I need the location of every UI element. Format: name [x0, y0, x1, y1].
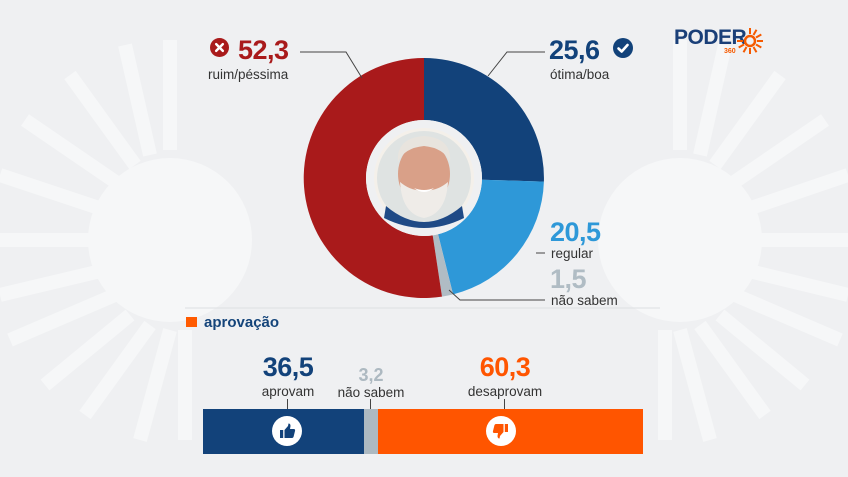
value-otima-boa: 25,6 — [549, 35, 600, 65]
bar-aprovam — [203, 409, 364, 454]
text-nao-sabem-donut: não sabem — [551, 293, 618, 308]
tick-desaprovam — [504, 399, 505, 409]
thumbs-up-icon — [272, 416, 302, 446]
value-ruim-pessima: 52,3 — [238, 35, 289, 65]
legend-swatch — [186, 317, 197, 327]
value-aprovam: 36,5 — [262, 352, 314, 382]
tick-aprovam — [287, 399, 288, 409]
text-otima-boa: ótima/boa — [550, 67, 610, 82]
value-nao-sabem-donut: 1,5 — [550, 264, 587, 294]
text-nao-sabem-bar: não sabem — [337, 385, 405, 400]
donut-segment-ruim-pessima — [303, 57, 442, 298]
value-nao-sabem-bar: 3,2 — [358, 365, 384, 385]
tick-nao-sabem — [370, 399, 371, 409]
sun-logo-icon — [737, 28, 763, 54]
x-circle-icon — [210, 38, 229, 57]
text-aprovam: aprovam — [261, 384, 315, 399]
brand-logo: PODER 360 — [674, 26, 764, 56]
legend-label: aprovação — [204, 314, 280, 331]
bar-desaprovam — [378, 409, 643, 454]
value-regular: 20,5 — [550, 217, 601, 247]
label-desaprovam: 60,3 desaprovam — [460, 354, 550, 399]
label-aprovam: 36,5 aprovam — [258, 354, 318, 399]
leader-line-otima-boa — [487, 51, 545, 77]
value-desaprovam: 60,3 — [479, 352, 531, 382]
portrait-photo — [377, 131, 471, 228]
donut-segment-nao-sabem — [432, 234, 454, 297]
brand-name: PODER — [674, 26, 747, 49]
donut-segment-regular — [438, 179, 544, 295]
check-circle-icon — [613, 38, 633, 58]
leader-line-ruim-pessima — [300, 51, 363, 79]
leader-line-nao-sabem — [448, 289, 545, 301]
bar-nao-sabem — [364, 409, 378, 454]
text-regular: regular — [551, 246, 594, 261]
donut-segment-otima-boa — [424, 58, 544, 182]
thumbs-down-icon — [486, 416, 516, 446]
text-ruim-pessima: ruim/péssima — [208, 67, 289, 82]
text-desaprovam: desaprovam — [467, 384, 543, 399]
label-nao-sabem-bar: 3,2 não sabem — [331, 366, 411, 400]
donut-chart — [185, 51, 660, 309]
brand-sub: 360 — [724, 48, 736, 55]
